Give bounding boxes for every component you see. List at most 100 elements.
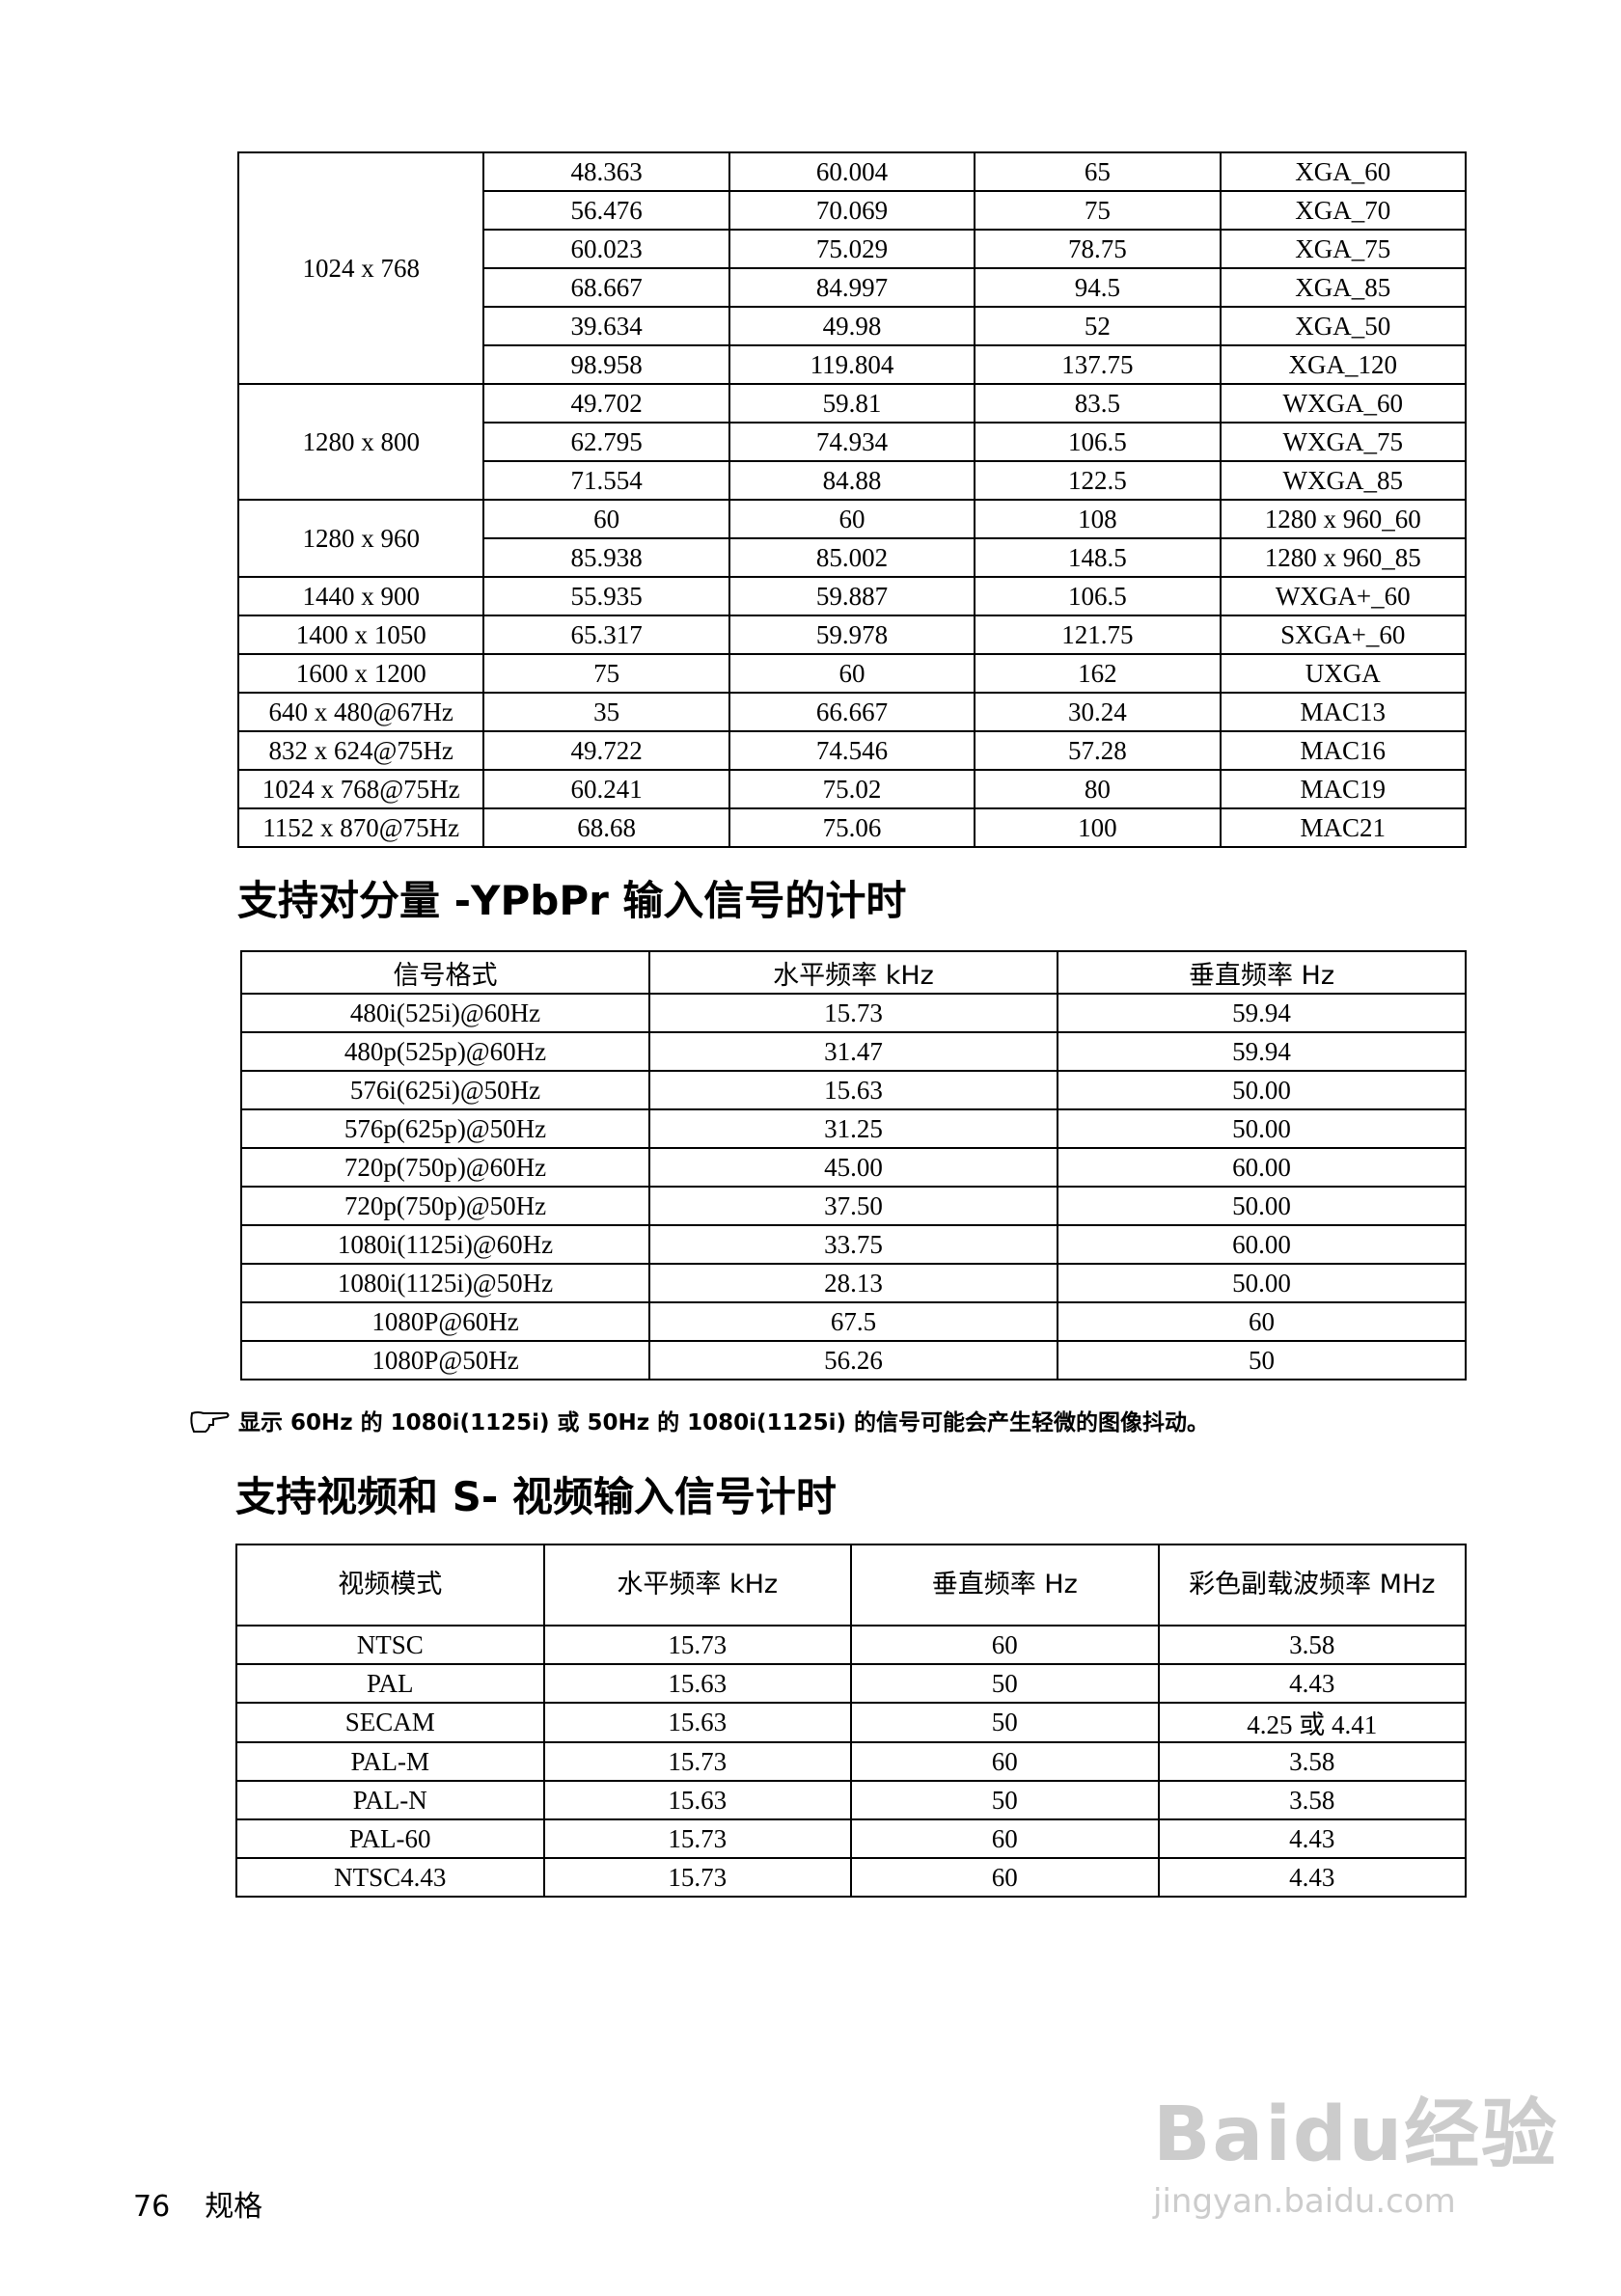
value-cell: 49.702 [482, 383, 730, 424]
value-cell: 74.546 [728, 730, 976, 771]
video-section-title: 支持视频和 S- 视频输入信号计时 [235, 1473, 837, 1520]
table-row: PAL-N 15.63 50 3.58 [235, 1780, 1467, 1820]
value-cell: 57.28 [974, 730, 1222, 771]
value-cell: 50.00 [1057, 1108, 1467, 1149]
resolution-cell: 832 x 624@75Hz [236, 730, 485, 771]
value-cell: 1280 x 960_60 [1219, 499, 1468, 539]
value-cell: 60 [850, 1857, 1160, 1898]
value-cell: 3.58 [1157, 1625, 1467, 1665]
table-row: 56.476 70.069 75 XGA_70 [238, 190, 1468, 231]
value-cell: 137.75 [974, 344, 1222, 385]
value-cell: NTSC4.43 [235, 1857, 545, 1898]
value-cell: 37.50 [648, 1186, 1058, 1226]
value-cell: 80 [974, 769, 1222, 809]
value-cell: 121.75 [974, 615, 1222, 655]
page-footer: 76 规格 [133, 2182, 297, 2225]
value-cell: 78.75 [974, 229, 1222, 269]
value-cell: PAL-60 [235, 1818, 545, 1859]
value-cell: 60 [728, 653, 976, 694]
table-row: 1024 x 768 48.363 60.004 65 XGA_60 [236, 151, 1468, 385]
value-cell: WXGA_85 [1219, 460, 1468, 501]
resolution-cell: 1280 x 960 [236, 499, 485, 578]
value-cell: PAL [235, 1663, 545, 1704]
value-cell: 60 [850, 1741, 1160, 1782]
resolution-cell: 1024 x 768@75Hz [236, 769, 485, 809]
ypbpr-timing-table: 信号格式 水平频率 kHz 垂直频率 Hz 480i(525i)@60Hz 15.73 5… [240, 950, 1467, 1380]
value-cell: 94.5 [974, 267, 1222, 308]
value-cell: 4.43 [1157, 1818, 1467, 1859]
value-cell: 60.00 [1057, 1147, 1467, 1188]
value-cell: 59.94 [1057, 993, 1467, 1033]
table-row: 98.958 119.804 137.75 XGA_120 [238, 344, 1468, 385]
resolution-cell: 1400 x 1050 [236, 615, 485, 655]
table-row: PAL 15.63 50 4.43 [235, 1663, 1467, 1704]
value-cell: WXGA_75 [1219, 422, 1468, 462]
value-cell: 35 [482, 692, 730, 732]
table-row: 576p(625p)@50Hz 31.25 50.00 [240, 1108, 1467, 1149]
value-cell: SXGA+_60 [1219, 615, 1468, 655]
value-cell: 480i(525i)@60Hz [240, 993, 650, 1033]
value-cell: 50.00 [1057, 1263, 1467, 1303]
value-cell: 720p(750p)@60Hz [240, 1147, 650, 1188]
table-row: 1280 x 960 60 60 108 1280 x 960_60 [236, 499, 1468, 578]
value-cell: 15.63 [648, 1070, 1058, 1110]
value-cell: 75.029 [728, 229, 976, 269]
value-cell: 60.023 [482, 229, 730, 269]
table-row: 39.634 49.98 52 XGA_50 [238, 306, 1468, 346]
table-row: 576i(625i)@50Hz 15.63 50.00 [240, 1070, 1467, 1110]
table-row: PAL-60 15.73 60 4.43 [235, 1818, 1467, 1859]
note-text: 显示 60Hz 的 1080i(1125i) 或 50Hz 的 1080i(11… [238, 1410, 1209, 1435]
value-cell: 720p(750p)@50Hz [240, 1186, 650, 1226]
column-header: 彩色副载波频率 MHz [1157, 1544, 1467, 1626]
value-cell: 15.63 [542, 1663, 852, 1704]
value-cell: 15.63 [542, 1780, 852, 1820]
value-cell: 15.73 [542, 1818, 852, 1859]
value-cell: 3.58 [1157, 1741, 1467, 1782]
value-cell: MAC19 [1219, 769, 1468, 809]
value-cell: 15.73 [542, 1741, 852, 1782]
resolution-cell: 1600 x 1200 [236, 653, 485, 694]
value-cell: 576i(625i)@50Hz [240, 1070, 650, 1110]
value-cell: 1080i(1125i)@50Hz [240, 1263, 650, 1303]
value-cell: 4.25 或 4.41 [1157, 1702, 1467, 1743]
value-cell: WXGA_60 [1219, 383, 1468, 424]
table-row: 1400 x 1050 65.317 59.978 121.75 SXGA+_60 [236, 615, 1468, 655]
value-cell: 83.5 [974, 383, 1222, 424]
column-header: 水平频率 kHz [648, 950, 1058, 995]
value-cell: 55.935 [482, 576, 730, 616]
table-row: 62.795 74.934 106.5 WXGA_75 [238, 422, 1468, 462]
value-cell: 66.667 [728, 692, 976, 732]
value-cell: 50.00 [1057, 1070, 1467, 1110]
table-row: 1080i(1125i)@60Hz 33.75 60.00 [240, 1224, 1467, 1265]
value-cell: 59.94 [1057, 1031, 1467, 1072]
value-cell: 85.938 [482, 537, 730, 578]
value-cell: 33.75 [648, 1224, 1058, 1265]
value-cell: 52 [974, 306, 1222, 346]
value-cell: 60 [850, 1625, 1160, 1665]
ypbpr-section-title: 支持对分量 -YPbPr 输入信号的计时 [237, 877, 907, 924]
value-cell: 106.5 [974, 422, 1222, 462]
value-cell: XGA_120 [1219, 344, 1468, 385]
value-cell: 108 [974, 499, 1222, 539]
value-cell: WXGA+_60 [1219, 576, 1468, 616]
table-row: 60.023 75.029 78.75 XGA_75 [238, 229, 1468, 269]
table-row: 1080P@60Hz 67.5 60 [240, 1301, 1467, 1342]
value-cell: 15.63 [542, 1702, 852, 1743]
value-cell: 75 [482, 653, 730, 694]
value-cell: 480p(525p)@60Hz [240, 1031, 650, 1072]
table-row: 1152 x 870@75Hz 68.68 75.06 100 MAC21 [236, 807, 1468, 848]
value-cell: MAC21 [1219, 807, 1468, 848]
resolution-cell: 1280 x 800 [236, 383, 485, 501]
table-row: NTSC4.43 15.73 60 4.43 [235, 1857, 1467, 1898]
value-cell: 59.978 [728, 615, 976, 655]
value-cell: 60 [728, 499, 976, 539]
table-row: SECAM 15.63 50 4.25 或 4.41 [235, 1702, 1467, 1743]
value-cell: 1080i(1125i)@60Hz [240, 1224, 650, 1265]
resolution-cell: 1440 x 900 [236, 576, 485, 616]
table-row: 640 x 480@67Hz 35 66.667 30.24 MAC13 [236, 692, 1468, 732]
column-header: 视频模式 [235, 1544, 545, 1626]
value-cell: 84.997 [728, 267, 976, 308]
table-row: 720p(750p)@60Hz 45.00 60.00 [240, 1147, 1467, 1188]
value-cell: 50.00 [1057, 1186, 1467, 1226]
table-row: 1280 x 800 49.702 59.81 83.5 WXGA_60 [236, 383, 1468, 501]
